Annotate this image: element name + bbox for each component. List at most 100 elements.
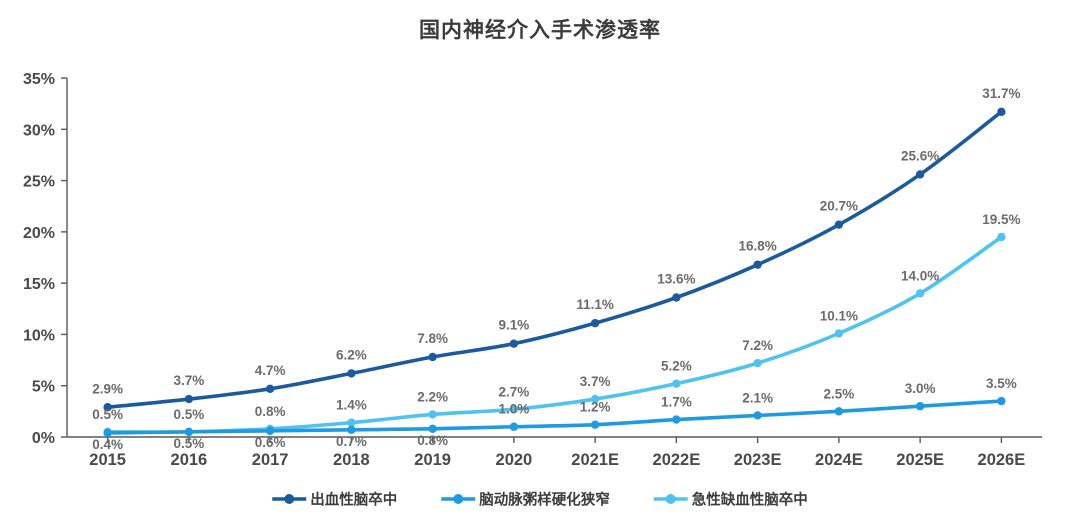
data-label: 1.0% (498, 402, 529, 417)
data-label: 0.8% (255, 404, 286, 419)
data-label: 7.8% (417, 331, 448, 346)
x-axis-tick-label: 2017 (252, 451, 289, 469)
data-label: 3.5% (986, 376, 1017, 391)
x-axis-tick-label: 2025E (896, 451, 944, 469)
data-label: 2.1% (742, 390, 773, 405)
series-line-0 (105, 110, 1004, 410)
data-point (103, 403, 112, 412)
data-point (997, 107, 1006, 117)
data-point (103, 428, 112, 438)
data-label: 16.8% (738, 239, 776, 254)
data-label: 0.6% (255, 435, 286, 450)
data-point (834, 329, 844, 338)
legend-item-2[interactable]: 急性缺血性脑卒中 (653, 491, 808, 509)
data-point (265, 426, 275, 436)
data-point (509, 339, 519, 348)
y-axis-tick-label: 30% (23, 122, 55, 139)
data-point (265, 384, 275, 393)
data-point (753, 411, 762, 420)
data-point (590, 394, 600, 404)
legend-label: 急性缺血性脑卒中 (692, 491, 808, 509)
series-line-1 (105, 399, 1004, 435)
data-point (428, 410, 437, 419)
data-point (672, 379, 681, 388)
data-point (834, 220, 844, 229)
data-point (590, 318, 600, 328)
x-axis-tick-label: 2024E (815, 451, 863, 469)
data-label: 3.7% (173, 373, 204, 388)
y-axis-tick-label: 35% (23, 71, 55, 88)
x-axis-tick-label: 2022E (653, 451, 701, 469)
legend-marker-icon (453, 494, 464, 504)
legend-marker-icon (665, 494, 676, 504)
x-axis-tick-label: 2023E (734, 451, 782, 469)
y-axis-tick-label: 5% (32, 379, 55, 396)
x-axis-tick-label: 2026E (978, 451, 1026, 469)
data-label: 3.0% (905, 381, 936, 396)
data-point (347, 418, 356, 427)
data-label: 0.5% (173, 407, 204, 422)
data-label: 2.5% (823, 386, 854, 401)
data-label: 1.7% (661, 395, 692, 410)
data-label: 4.7% (255, 363, 286, 378)
legend-label: 出血性脑卒中 (310, 491, 397, 509)
legend-marker-icon (284, 494, 295, 504)
data-point (753, 358, 762, 368)
data-label: 11.1% (576, 297, 614, 312)
data-label: 20.7% (820, 199, 858, 214)
data-label: 2.7% (498, 384, 529, 399)
legend-label: 脑动脉粥样硬化狭窄 (479, 491, 610, 509)
x-axis-tick-label: 2015 (89, 451, 126, 469)
x-axis-tick-label: 2019 (414, 451, 451, 469)
data-point (672, 293, 681, 302)
data-point (672, 415, 681, 424)
data-label: 9.1% (498, 318, 529, 333)
data-label: 0.7% (336, 434, 367, 449)
legend-item-0[interactable]: 出血性脑卒中 (272, 491, 397, 509)
data-point (347, 425, 356, 435)
data-label: 10.1% (820, 308, 858, 323)
data-label: 1.2% (580, 400, 611, 415)
data-label: 1.4% (336, 398, 367, 413)
data-point (347, 369, 356, 378)
x-axis-tick-label: 2018 (333, 451, 370, 469)
data-label: 25.6% (901, 148, 939, 163)
x-axis-tick-label: 2021E (571, 451, 619, 469)
data-label: 6.2% (336, 347, 367, 362)
data-point (509, 405, 519, 414)
data-point (915, 402, 925, 411)
data-label: 2.9% (92, 381, 123, 396)
y-axis-tick-label: 25% (23, 174, 55, 191)
x-axis-tick-label: 2016 (171, 451, 208, 469)
data-label: 13.6% (657, 272, 695, 287)
y-axis-tick-label: 15% (23, 276, 55, 293)
data-label: 3.7% (580, 374, 611, 389)
data-point (428, 352, 437, 362)
y-axis-tick-label: 0% (32, 430, 55, 447)
data-point (915, 170, 925, 179)
chart-title: 国内神经介入手术渗透率 (419, 19, 661, 42)
data-point (428, 424, 437, 433)
data-label: 0.5% (173, 436, 204, 451)
data-point (590, 420, 600, 429)
data-point (184, 394, 194, 404)
data-point (753, 260, 762, 269)
data-label: 0.5% (92, 407, 123, 422)
data-label: 7.2% (742, 338, 773, 353)
data-point (184, 427, 194, 437)
data-label: 0.4% (92, 437, 123, 452)
data-point (509, 422, 519, 431)
data-point (915, 289, 925, 298)
data-point (997, 232, 1006, 242)
data-label: 0.8% (417, 433, 448, 448)
y-axis-tick-label: 20% (23, 225, 55, 242)
legend-item-1[interactable]: 脑动脉粥样硬化狭窄 (441, 491, 610, 509)
data-label: 2.2% (417, 389, 448, 404)
y-axis-tick-label: 10% (23, 327, 55, 344)
data-label: 5.2% (661, 359, 692, 374)
data-label: 19.5% (982, 212, 1020, 227)
data-label: 31.7% (982, 86, 1020, 101)
data-point (997, 396, 1006, 406)
